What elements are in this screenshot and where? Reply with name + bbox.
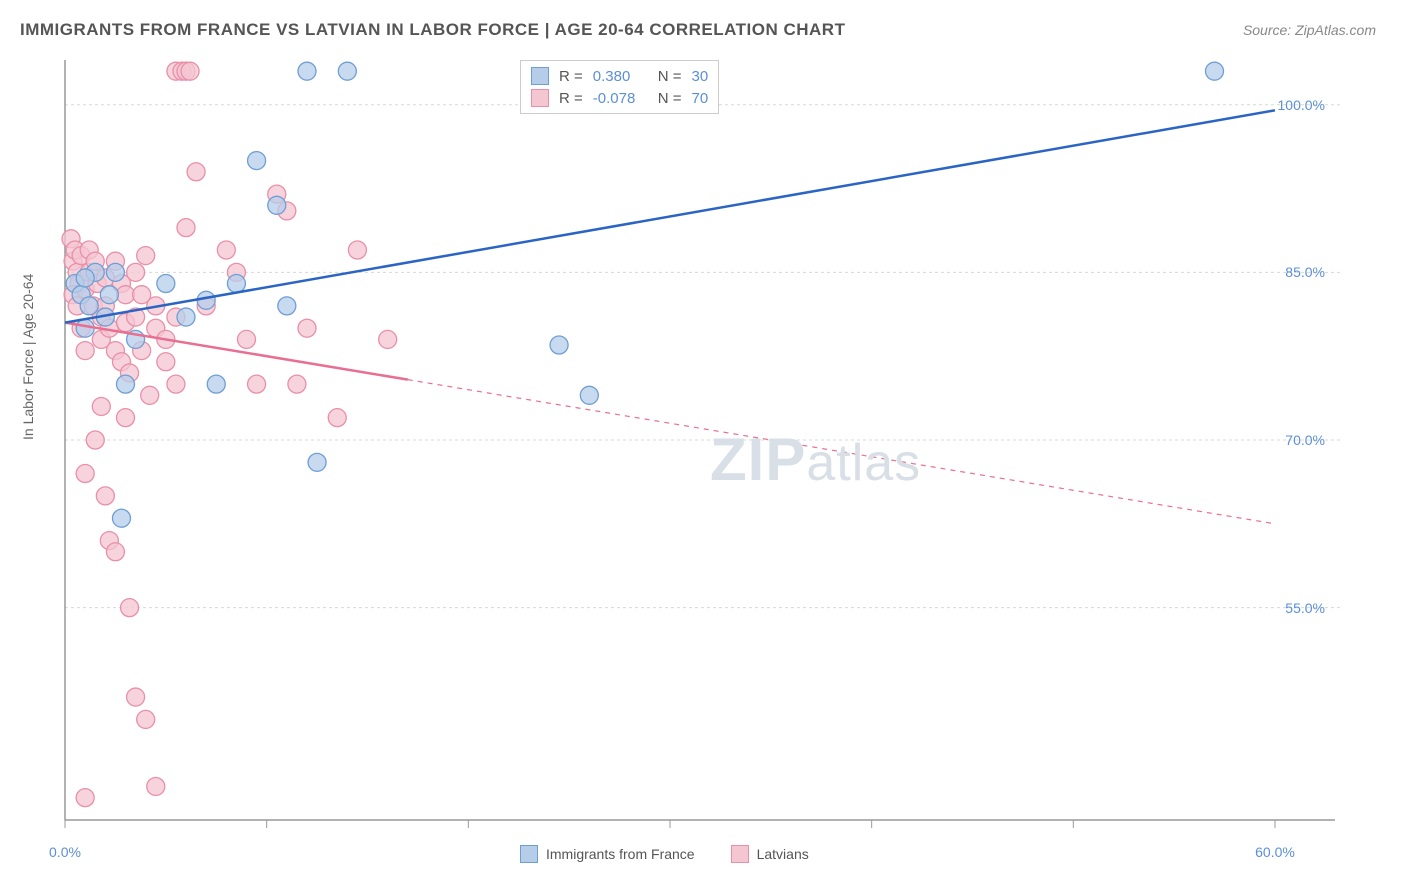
x-tick-label: 60.0% <box>1255 844 1295 860</box>
y-tick-label: 70.0% <box>1285 432 1325 448</box>
swatch-france-bottom <box>520 845 538 863</box>
r-value-france: 0.380 <box>593 68 648 85</box>
source-label: Source: ZipAtlas.com <box>1243 22 1376 38</box>
swatch-france <box>531 67 549 85</box>
chart-area: ZIPatlas R = 0.380 N = 30 R = -0.078 N =… <box>60 55 1340 835</box>
x-tick-label: 0.0% <box>49 844 81 860</box>
n-value-france: 30 <box>692 68 709 85</box>
swatch-latvians <box>531 89 549 107</box>
plot-svg <box>60 55 1340 835</box>
r-label: R = <box>559 68 583 85</box>
y-axis-label: In Labor Force | Age 20-64 <box>20 274 36 440</box>
y-tick-label: 55.0% <box>1285 600 1325 616</box>
series-legend: Immigrants from France Latvians <box>520 845 809 863</box>
legend-row-latvians: R = -0.078 N = 70 <box>531 87 708 109</box>
swatch-latvians-bottom <box>731 845 749 863</box>
y-tick-label: 85.0% <box>1285 264 1325 280</box>
n-label: N = <box>658 90 682 107</box>
legend-row-france: R = 0.380 N = 30 <box>531 65 708 87</box>
n-value-latvians: 70 <box>692 90 709 107</box>
y-tick-label: 100.0% <box>1278 97 1325 113</box>
r-value-latvians: -0.078 <box>593 90 648 107</box>
chart-title: IMMIGRANTS FROM FRANCE VS LATVIAN IN LAB… <box>20 20 845 40</box>
legend-label-france: Immigrants from France <box>546 846 695 862</box>
n-label: N = <box>658 68 682 85</box>
correlation-legend: R = 0.380 N = 30 R = -0.078 N = 70 <box>520 60 719 114</box>
legend-label-latvians: Latvians <box>757 846 809 862</box>
r-label: R = <box>559 90 583 107</box>
